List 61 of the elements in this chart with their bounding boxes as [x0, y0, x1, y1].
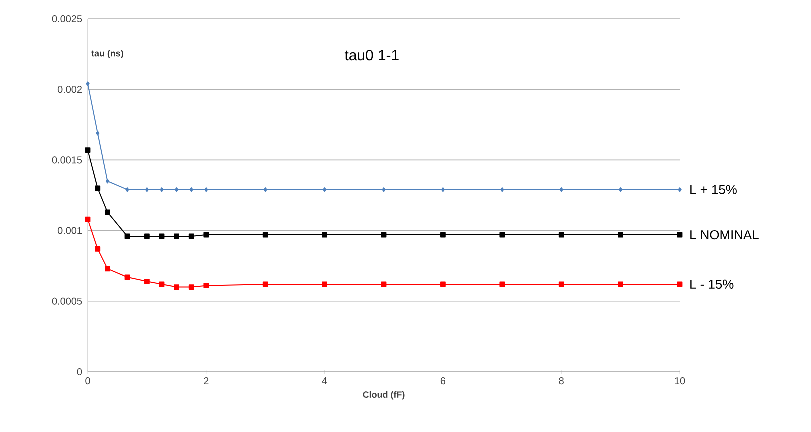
point [618, 232, 624, 238]
y-axis-title: tau (ns) [92, 50, 124, 58]
series-label: L - 15% [690, 280, 734, 290]
x-axis-title: Cloud (fF) [363, 391, 405, 400]
x-tick-label: 6 [440, 378, 446, 385]
point [441, 188, 446, 192]
point [105, 210, 110, 216]
point [144, 234, 150, 240]
series-label: L + 15% [690, 185, 737, 194]
x-tick-label: 4 [322, 378, 328, 384]
point [174, 284, 180, 290]
x-tick-label: 0 [86, 378, 90, 385]
point [322, 232, 328, 238]
point [618, 282, 624, 288]
point [95, 246, 101, 252]
point [204, 283, 210, 289]
point [188, 234, 194, 240]
point [500, 282, 506, 288]
point [105, 266, 110, 272]
point [440, 232, 446, 238]
point [618, 188, 623, 192]
point [558, 232, 564, 238]
point [322, 282, 328, 288]
point [322, 188, 327, 192]
point [126, 188, 130, 192]
y-tick-label: 0.0015 [52, 156, 82, 164]
point [440, 282, 446, 288]
x-tick-label: 8 [559, 378, 564, 385]
y-tick-label: 0.002 [58, 86, 82, 94]
point [86, 82, 90, 86]
y-tick-label: 0 [77, 368, 82, 376]
y-tick-label: 0.001 [58, 227, 82, 234]
point [500, 232, 506, 238]
point [382, 188, 386, 192]
point [144, 278, 150, 284]
point [85, 148, 91, 154]
point [188, 284, 194, 290]
point [190, 188, 194, 192]
point [124, 274, 130, 280]
point [500, 188, 504, 192]
point [264, 188, 268, 192]
point [95, 186, 101, 192]
x-tick-label: 2 [204, 378, 209, 384]
y-tick-label: 0.0025 [52, 15, 82, 23]
point [262, 282, 268, 288]
point [174, 188, 179, 192]
point [145, 188, 150, 192]
point [106, 179, 110, 184]
x-tick-label: 10 [675, 378, 686, 385]
point [96, 131, 100, 136]
point [174, 234, 180, 240]
point [558, 282, 564, 288]
series-label: L NOMINAL [690, 230, 759, 240]
point [204, 188, 208, 192]
point [160, 188, 164, 192]
y-tick-label: 0.0005 [52, 298, 82, 305]
point [678, 188, 682, 192]
text: tau0 1-1 [344, 50, 399, 61]
point [204, 232, 210, 238]
point [262, 232, 268, 238]
point [560, 188, 564, 192]
